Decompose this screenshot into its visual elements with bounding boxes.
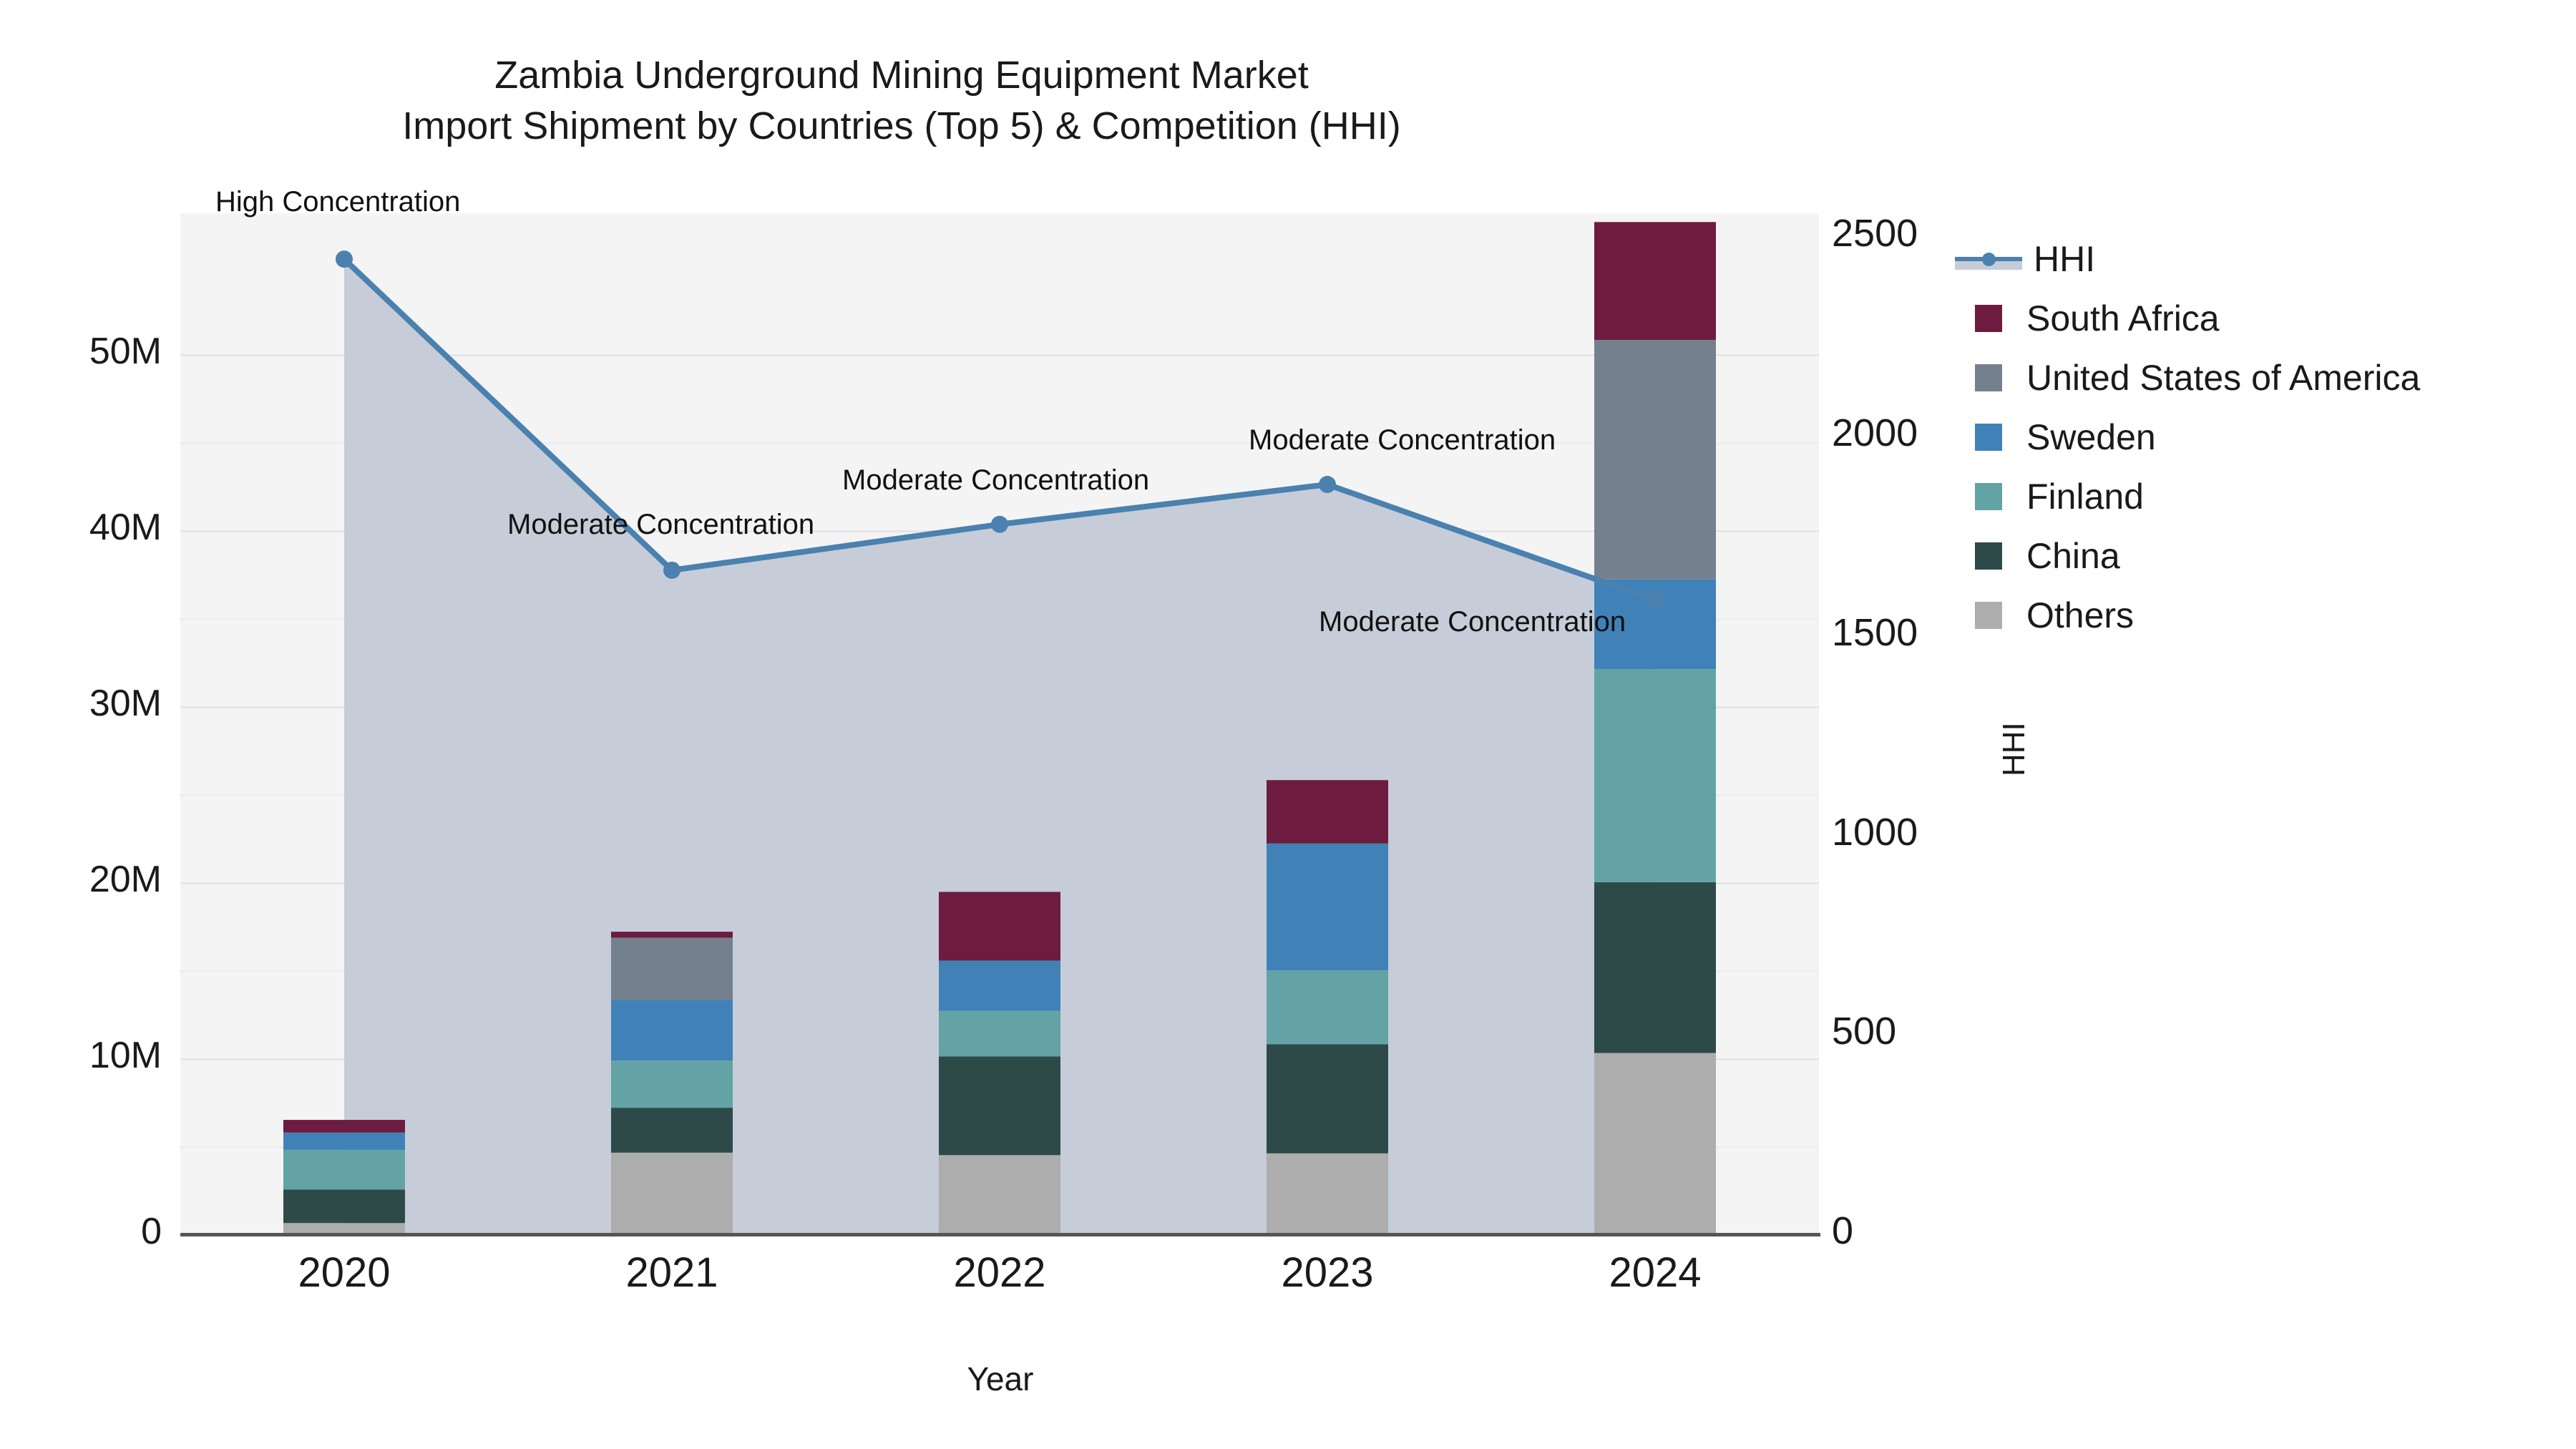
chart-title: Zambia Underground Mining Equipment Mark… [0,50,1803,152]
legend-item-south-africa[interactable]: South Africa [1955,288,2570,348]
legend-item-united-states-of-america[interactable]: United States of America [1955,348,2570,407]
legend-color-swatch-icon [1975,423,2002,451]
bar-segment-sweden-2020[interactable] [283,1132,405,1150]
bar-segment-china-2023[interactable] [1267,1044,1388,1153]
y-axis-tick-label: 40M [89,506,162,548]
bar-segment-others-2021[interactable] [611,1152,733,1234]
x-axis-tick-label-2021: 2021 [625,1249,718,1296]
x-axis-line [180,1233,1820,1236]
legend-color-swatch-icon [1975,482,2002,510]
bar-segment-sweden-2021[interactable] [611,1000,733,1061]
concentration-annotation-2022: Moderate Concentration [842,464,1150,496]
concentration-annotation-2024: Moderate Concentration [1319,605,1626,638]
legend-item-finland[interactable]: Finland [1955,467,2570,526]
y-axis-tick-label: 30M [89,682,162,724]
y-axis-tick-label: 0 [141,1211,162,1252]
concentration-annotation-2020: High Concentration [215,186,461,218]
y-axis-tick-label: 20M [89,858,162,900]
x-axis-label: Year [967,1360,1034,1397]
bar-segment-others-2022[interactable] [939,1155,1060,1234]
hhi-marker-2021[interactable] [663,561,680,579]
bar-segment-south-africa-2021[interactable] [611,932,733,938]
chart-title-line-2: Import Shipment by Countries (Top 5) & C… [402,104,1401,148]
bar-segment-others-2020[interactable] [283,1223,405,1234]
bar-segment-others-2023[interactable] [1267,1153,1388,1234]
bar-segment-finland-2024[interactable] [1594,669,1716,882]
x-axis-tick-label-2020: 2020 [298,1249,391,1296]
y-axis-tick-label: 50M [89,330,162,372]
legend-color-swatch-icon [1975,542,2002,570]
chart-title-line-1: Zambia Underground Mining Equipment Mark… [494,54,1309,97]
hhi-marker-2024[interactable] [1646,591,1664,609]
legend-line-marker-icon [1955,245,2022,273]
bar-segment-china-2024[interactable] [1594,882,1716,1053]
bar-segment-china-2021[interactable] [611,1108,733,1153]
legend-item-others[interactable]: Others [1955,585,2570,645]
legend-item-label: South Africa [2026,298,2220,338]
bar-segment-china-2020[interactable] [283,1189,405,1224]
legend-item-hhi[interactable]: HHI [1955,229,2570,288]
chart-legend: HHI South Africa United States of America S… [1955,229,2570,645]
bar-segment-china-2022[interactable] [939,1056,1060,1156]
legend-item-label: Others [2026,595,2135,635]
hhi-marker-2022[interactable] [991,515,1008,533]
y-axis-tick-label: 10M [89,1034,162,1076]
gridline-minor [180,441,1819,444]
bar-segment-sweden-2022[interactable] [939,960,1060,1011]
legend-item-label: Sweden [2026,416,2156,457]
legend-item-sweden[interactable]: Sweden [1955,407,2570,467]
concentration-annotation-2021: Moderate Concentration [507,508,815,540]
secondary-y-axis-label: HHI [1996,722,2031,776]
bar-segment-finland-2022[interactable] [939,1010,1060,1057]
bar-segment-south-africa-2022[interactable] [939,892,1060,961]
legend-item-label: United States of America [2026,357,2421,398]
legend-color-swatch-icon [1975,601,2002,629]
bar-segment-finland-2021[interactable] [611,1060,733,1108]
legend-item-china[interactable]: China [1955,526,2570,585]
x-axis-tick-label-2022: 2022 [953,1249,1046,1296]
legend-color-swatch-icon [1975,304,2002,332]
concentration-annotation-2023: Moderate Concentration [1249,424,1556,457]
x-axis-tick-label-2024: 2024 [1609,1249,1702,1296]
bar-segment-others-2024[interactable] [1594,1053,1716,1234]
hhi-marker-2020[interactable] [336,250,353,268]
legend-item-label: China [2026,535,2120,576]
legend-item-label: HHI [2034,238,2096,279]
hhi-marker-2023[interactable] [1319,476,1336,494]
bar-segment-south-africa-2024[interactable] [1594,222,1716,341]
legend-item-label: Finland [2026,476,2144,517]
bar-segment-finland-2023[interactable] [1267,970,1388,1045]
bar-segment-finland-2020[interactable] [283,1149,405,1190]
bar-segment-south-africa-2023[interactable] [1267,780,1388,844]
bar-segment-united-states-of-america-2021[interactable] [611,937,733,1000]
bar-segment-sweden-2023[interactable] [1267,843,1388,970]
bar-segment-united-states-of-america-2024[interactable] [1594,340,1716,580]
gridline [180,353,1819,356]
legend-color-swatch-icon [1975,364,2002,391]
x-axis-tick-label-2023: 2023 [1281,1249,1374,1296]
bar-segment-south-africa-2020[interactable] [283,1120,405,1133]
